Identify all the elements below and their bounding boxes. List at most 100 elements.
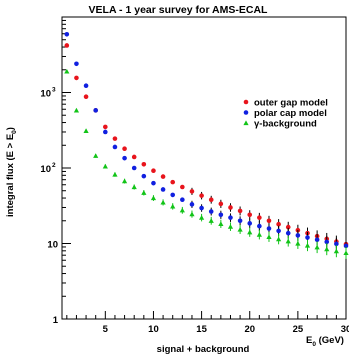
data-point: [276, 237, 281, 242]
data-point: [286, 239, 291, 244]
y-tick-exponent: 2: [52, 162, 56, 169]
data-point: [141, 190, 146, 195]
data-point: [209, 197, 214, 202]
legend-marker: [243, 120, 248, 125]
legend-marker: [244, 100, 249, 105]
data-point: [103, 125, 108, 130]
y-tick-label: 10: [40, 89, 51, 100]
data-point: [209, 218, 214, 223]
chart-title: VELA - 1 year survey for AMS-ECAL: [89, 4, 269, 16]
x-axis-label-unit: (GeV): [316, 335, 344, 346]
data-point: [257, 215, 262, 220]
x-axis-ticks: 5 10 15 20 25 30: [67, 311, 349, 335]
series-layer: [64, 32, 348, 259]
data-point: [190, 189, 195, 194]
data-point: [334, 249, 339, 254]
data-point: [257, 224, 262, 229]
x-tick-label: 15: [196, 324, 207, 335]
data-point: [65, 32, 70, 37]
data-point: [267, 226, 272, 231]
data-point: [238, 218, 243, 223]
data-point: [74, 76, 79, 81]
data-point: [161, 174, 166, 179]
data-point: [238, 227, 243, 232]
data-point: [151, 181, 156, 186]
series-2: [65, 32, 349, 252]
legend-marker: [244, 110, 249, 115]
data-point: [324, 247, 329, 252]
data-point: [305, 243, 310, 248]
data-point: [228, 215, 233, 220]
data-point: [295, 241, 300, 246]
data-point: [247, 230, 252, 235]
data-point: [170, 204, 175, 209]
series-1: [65, 43, 349, 250]
data-point: [199, 206, 204, 211]
data-point: [84, 83, 89, 88]
data-point: [228, 224, 233, 229]
data-point: [180, 185, 185, 190]
data-point: [219, 212, 224, 217]
data-point: [219, 202, 224, 207]
x-tick-label: 30: [341, 324, 349, 335]
data-point: [84, 94, 89, 99]
y-axis-label-post: ): [5, 127, 16, 130]
data-point: [199, 215, 204, 220]
legend-label: polar cap model: [254, 108, 327, 119]
data-point: [103, 130, 108, 135]
data-point: [296, 233, 301, 238]
data-point: [170, 180, 175, 185]
data-point: [122, 156, 127, 161]
x-axis-label: E0 (GeV): [306, 335, 344, 348]
data-point: [113, 136, 118, 141]
data-point: [65, 43, 70, 48]
data-point: [218, 221, 223, 226]
data-point: [305, 235, 310, 240]
data-point: [180, 208, 185, 213]
y-tick-label: 10: [47, 240, 58, 251]
legend-label: γ-background: [254, 119, 317, 130]
x-tick-label: 20: [244, 324, 255, 335]
data-point: [93, 153, 98, 158]
data-point: [266, 234, 271, 239]
y-axis-label-pre: integral flux (E > E: [5, 134, 16, 217]
data-point: [122, 179, 127, 184]
data-point: [257, 232, 262, 237]
data-point: [189, 212, 194, 217]
data-point: [286, 231, 291, 236]
y-axis-label: integral flux (E > E0): [5, 127, 18, 217]
x-tick-label: 5: [103, 324, 109, 335]
data-point: [74, 61, 79, 66]
data-point: [315, 245, 320, 250]
data-point: [247, 221, 252, 226]
data-point: [190, 202, 195, 207]
data-point: [238, 209, 243, 214]
data-point: [180, 197, 185, 202]
data-point: [132, 155, 137, 160]
data-point: [93, 108, 98, 113]
data-point: [112, 172, 117, 177]
data-point: [83, 128, 88, 133]
data-point: [315, 237, 320, 242]
data-point: [132, 184, 137, 189]
data-point: [103, 164, 108, 169]
data-point: [113, 145, 118, 150]
data-point: [142, 174, 147, 179]
y-tick-label: 1: [53, 315, 59, 326]
data-point: [142, 162, 147, 167]
data-point: [151, 195, 156, 200]
data-point: [267, 218, 272, 223]
data-point: [170, 193, 175, 198]
data-point: [343, 250, 348, 255]
x-axis-caption: signal + background: [157, 344, 250, 355]
x-tick-label: 25: [293, 324, 304, 335]
data-point: [247, 212, 252, 217]
legend-label: outer gap model: [254, 98, 328, 109]
data-point: [132, 166, 137, 171]
data-point: [122, 146, 127, 151]
y-tick-label: 10: [40, 164, 51, 175]
x-tick-label: 10: [148, 324, 159, 335]
y-tick-exponent: 3: [52, 87, 56, 94]
